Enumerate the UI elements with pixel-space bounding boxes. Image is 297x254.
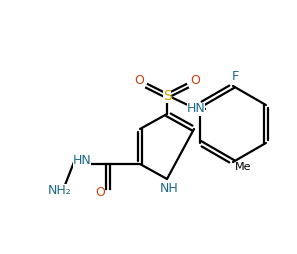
Text: NH: NH [159, 183, 178, 196]
Text: F: F [231, 71, 238, 84]
Text: S: S [163, 89, 171, 103]
Text: NH₂: NH₂ [48, 183, 72, 197]
Text: HN: HN [187, 103, 205, 116]
Text: O: O [134, 74, 144, 87]
Text: O: O [95, 186, 105, 199]
Text: O: O [190, 74, 200, 87]
Text: Me: Me [235, 162, 251, 172]
Text: HN: HN [73, 154, 91, 167]
